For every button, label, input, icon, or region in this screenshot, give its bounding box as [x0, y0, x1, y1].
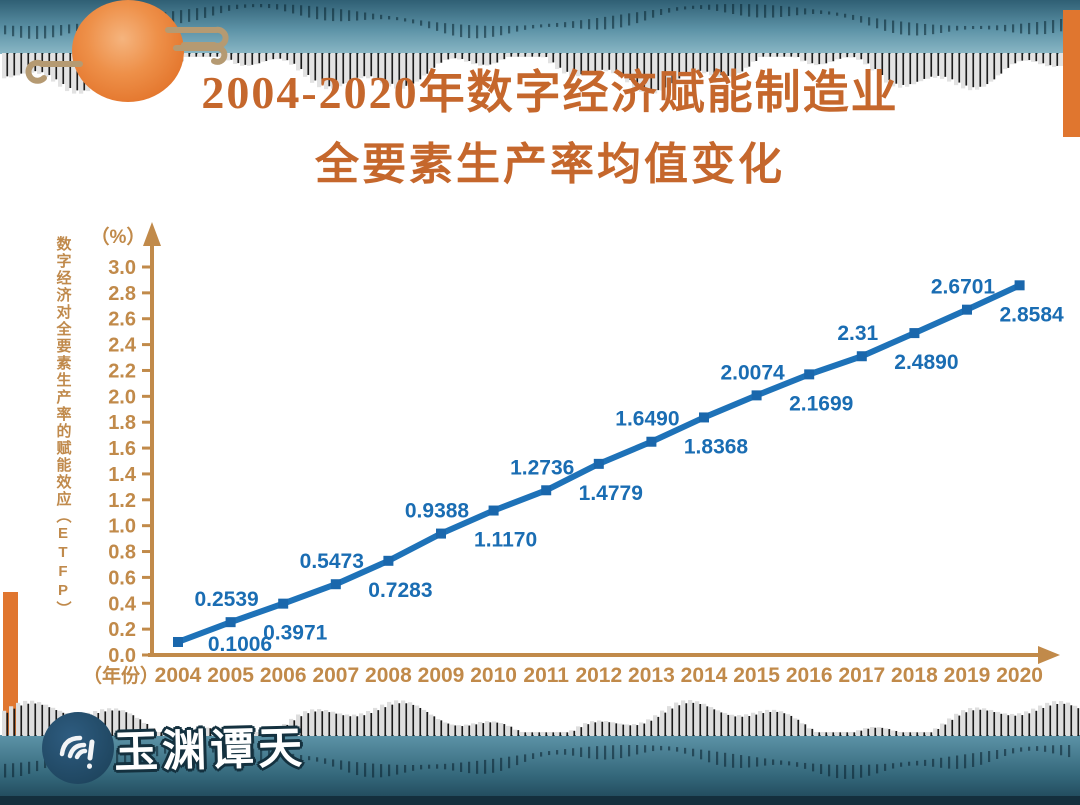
cloud-swirl-icon: [25, 26, 229, 84]
svg-text:2018: 2018: [891, 664, 938, 687]
svg-text:2009: 2009: [418, 664, 465, 687]
svg-text:2007: 2007: [312, 664, 359, 687]
svg-text:2.0: 2.0: [108, 386, 136, 408]
svg-text:2.1699: 2.1699: [789, 392, 853, 415]
sun-decoration: [72, 0, 184, 102]
svg-text:2005: 2005: [207, 664, 254, 687]
svg-text:1.1170: 1.1170: [474, 529, 537, 552]
svg-text:2004: 2004: [155, 664, 202, 687]
wave-icon: [59, 735, 95, 769]
svg-text:2.8584: 2.8584: [999, 303, 1064, 326]
svg-text:1.2: 1.2: [108, 490, 136, 512]
svg-text:（年份）: （年份）: [83, 664, 159, 687]
svg-text:1.2736: 1.2736: [510, 456, 574, 479]
svg-text:（%）: （%）: [91, 225, 146, 248]
svg-text:1.8: 1.8: [108, 412, 136, 434]
svg-text:2017: 2017: [838, 664, 885, 687]
svg-text:0.1006: 0.1006: [208, 633, 272, 656]
svg-text:2.0074: 2.0074: [720, 361, 785, 384]
svg-text:2.8: 2.8: [108, 283, 136, 305]
svg-text:0.5473: 0.5473: [300, 550, 364, 573]
svg-text:2016: 2016: [786, 664, 833, 687]
y-axis-title: 数字经济对全要素生产率的赋能效应（ETFP）: [54, 236, 72, 618]
svg-text:2011: 2011: [523, 664, 569, 687]
svg-text:2010: 2010: [470, 664, 517, 687]
title-line-1: 2004-2020年数字经济赋能制造业: [201, 67, 899, 118]
svg-text:2.4: 2.4: [108, 335, 137, 357]
svg-text:0.9388: 0.9388: [405, 500, 470, 523]
svg-text:0.8: 0.8: [108, 542, 136, 564]
svg-text:2006: 2006: [260, 664, 307, 687]
svg-text:2015: 2015: [733, 664, 780, 687]
svg-text:2020: 2020: [996, 664, 1043, 687]
svg-text:2019: 2019: [944, 664, 991, 687]
svg-text:1.4: 1.4: [108, 464, 137, 486]
orange-bar-right: [1063, 10, 1080, 137]
svg-text:2013: 2013: [628, 664, 675, 687]
svg-text:0.4: 0.4: [108, 593, 137, 615]
svg-text:2012: 2012: [575, 664, 622, 687]
svg-text:0.3971: 0.3971: [263, 622, 328, 645]
svg-text:2008: 2008: [365, 664, 412, 687]
chart-title: 2004-2020年数字经济赋能制造业 全要素生产率均值变化: [50, 56, 1050, 200]
svg-text:3.0: 3.0: [108, 257, 136, 279]
svg-text:2.6: 2.6: [108, 309, 136, 331]
svg-text:1.6490: 1.6490: [615, 408, 679, 431]
svg-text:2.6701: 2.6701: [931, 276, 996, 299]
svg-text:2.2: 2.2: [108, 360, 136, 382]
svg-text:0.7283: 0.7283: [368, 579, 432, 602]
logo-badge: [42, 712, 114, 784]
svg-text:0.2: 0.2: [108, 619, 136, 641]
svg-text:2.4890: 2.4890: [894, 351, 958, 374]
title-line-2: 全要素生产率均值变化: [315, 139, 785, 189]
svg-text:1.0: 1.0: [108, 516, 136, 538]
svg-text:0.2539: 0.2539: [194, 588, 258, 611]
svg-text:0.0: 0.0: [108, 645, 136, 667]
logo-text: 玉渊谭天: [113, 723, 307, 778]
svg-text:2.31: 2.31: [837, 322, 878, 345]
svg-text:1.8368: 1.8368: [684, 435, 749, 458]
svg-text:0.6: 0.6: [108, 567, 136, 589]
svg-text:1.6: 1.6: [108, 438, 136, 460]
svg-text:2014: 2014: [681, 664, 728, 687]
bottom-wave-band: [0, 700, 1080, 805]
svg-text:1.4779: 1.4779: [579, 482, 643, 505]
